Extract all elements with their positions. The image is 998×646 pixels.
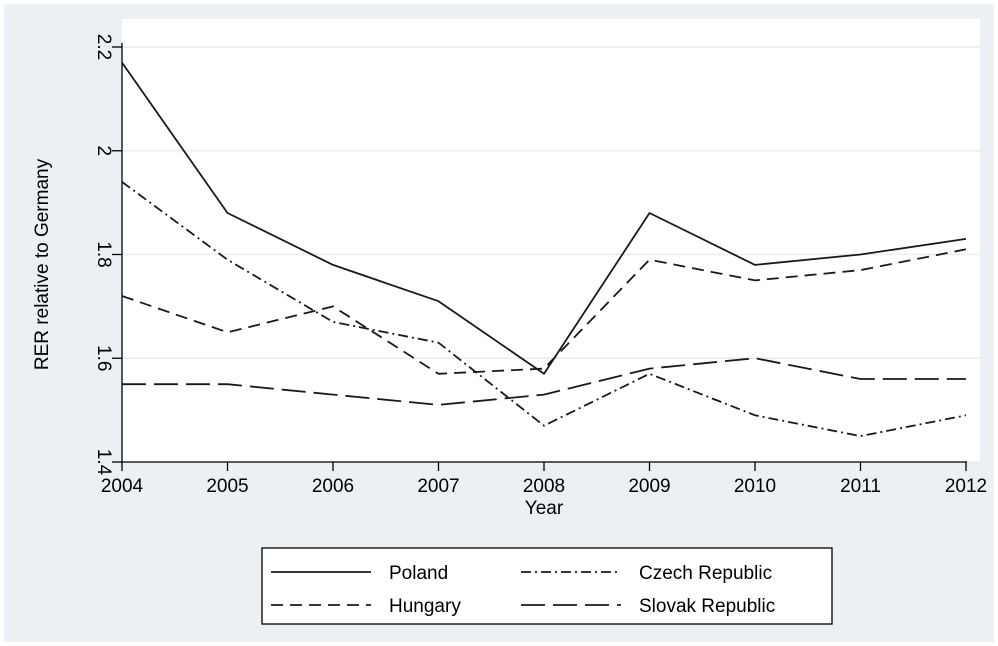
legend: Poland Czech Republic Hungary Slovak Republ… [261,547,833,625]
y-tick-label: 2.2 [93,34,114,60]
y-tick-label: 1.8 [93,241,114,267]
y-tick-label: 2 [93,145,114,156]
series-line-hungary [121,248,967,375]
x-tick-label: 2011 [840,476,881,497]
plot-area [122,19,980,462]
x-tick-label: 2009 [628,476,670,497]
series-lines [121,62,967,438]
series-line-czech-republic [121,181,967,438]
x-tick-label: 2006 [312,476,354,497]
legend-box [261,547,833,625]
x-tick-label: 2008 [523,476,565,497]
y-axis-title: RER relative to Germany [32,158,53,370]
chart-frame: 1.4 1.6 1.8 2 2.2 2004 2005 2006 2007 2008 2009 201… [4,4,994,642]
legend-label: Slovak Republic [639,596,775,617]
series-line-poland [121,62,967,375]
legend-label: Czech Republic [639,563,772,584]
legend-label: Poland [389,563,448,584]
x-tick-label: 2004 [101,476,144,497]
x-tick-label: 2005 [206,476,248,497]
x-tick-label: 2010 [734,476,776,497]
axes: 1.4 1.6 1.8 2 2.2 2004 2005 2006 2007 2008 2009 201… [93,34,987,497]
x-tick-label: 2007 [417,476,459,497]
x-axis-title: Year [525,498,564,519]
legend-label: Hungary [389,596,461,617]
series-line-slovak-republic [122,357,966,406]
line-chart: 1.4 1.6 1.8 2 2.2 2004 2005 2006 2007 2008 2009 201… [32,19,987,625]
y-tick-label: 1.6 [93,345,114,371]
y-tick-label: 1.4 [93,449,114,476]
x-tick-label: 2012 [945,476,987,497]
